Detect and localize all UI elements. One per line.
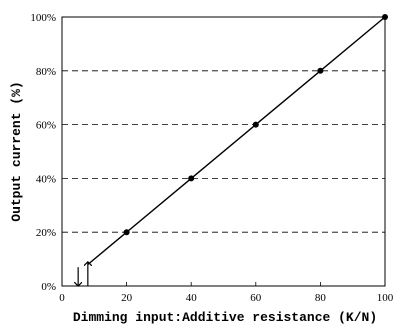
tick-labels: 0% 20% 40% 60% 80% 100% 0 20 40 60 80 100 xyxy=(30,12,393,304)
x-tick-label: 60 xyxy=(250,292,262,304)
x-axis-label: Dimming input:Additive resistance (K/N) xyxy=(73,310,377,325)
x-tick-label: 20 xyxy=(121,292,133,304)
data-point xyxy=(123,229,130,236)
series-line xyxy=(87,16,386,266)
grid-lines xyxy=(62,70,385,233)
y-tick-label: 20% xyxy=(36,227,56,239)
annotations xyxy=(78,262,88,286)
data-point xyxy=(188,175,195,182)
y-tick-label: 100% xyxy=(30,12,56,24)
data-point xyxy=(317,67,324,74)
x-tick-label: 100 xyxy=(377,292,394,304)
series xyxy=(87,14,388,266)
x-tick-label: 0 xyxy=(59,292,65,304)
plot-frame xyxy=(61,16,386,287)
x-tick-label: 40 xyxy=(186,292,198,304)
x-tick-label: 80 xyxy=(315,292,327,304)
y-tick-label: 0% xyxy=(41,281,56,293)
y-axis-label: Output current (%) xyxy=(9,81,24,221)
y-tick-label: 80% xyxy=(36,66,56,78)
data-point xyxy=(252,121,259,128)
y-tick-label: 40% xyxy=(36,173,56,185)
y-tick-label: 60% xyxy=(36,120,56,132)
